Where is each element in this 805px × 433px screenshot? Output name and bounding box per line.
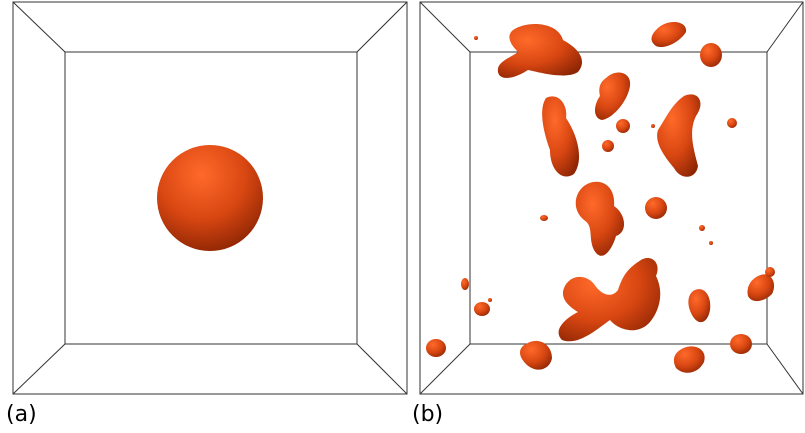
blob — [765, 267, 775, 277]
panel-label-b: (b) — [412, 402, 444, 427]
blob — [699, 225, 705, 231]
panel-a: (a) — [0, 0, 410, 426]
blob — [540, 215, 548, 221]
blob — [688, 289, 711, 323]
blob — [747, 274, 775, 302]
panel-a-render — [12, 1, 408, 395]
blob — [497, 24, 583, 78]
blob — [520, 340, 552, 370]
blob — [474, 302, 490, 316]
panel-label-a: (a) — [6, 402, 37, 427]
blob — [730, 334, 752, 354]
blob — [461, 278, 469, 290]
box-wireframe-b — [419, 1, 804, 395]
blob — [542, 96, 580, 177]
box-wireframe-a — [12, 1, 408, 395]
panel-b: (b) — [412, 0, 805, 426]
blob — [645, 197, 667, 219]
blob — [602, 140, 614, 152]
blob — [651, 124, 655, 128]
blob — [558, 257, 661, 342]
blobs — [426, 21, 775, 373]
blob — [727, 118, 737, 128]
blob — [673, 346, 705, 373]
blob — [651, 21, 687, 48]
blob — [616, 119, 630, 133]
sphere — [157, 145, 263, 251]
blob — [426, 339, 446, 357]
blob — [700, 43, 722, 67]
blob — [657, 94, 701, 177]
panel-b-render — [419, 1, 804, 395]
blob — [709, 241, 713, 245]
blob — [488, 298, 492, 302]
blob — [575, 181, 625, 256]
blob — [595, 72, 631, 120]
blob — [474, 36, 478, 40]
